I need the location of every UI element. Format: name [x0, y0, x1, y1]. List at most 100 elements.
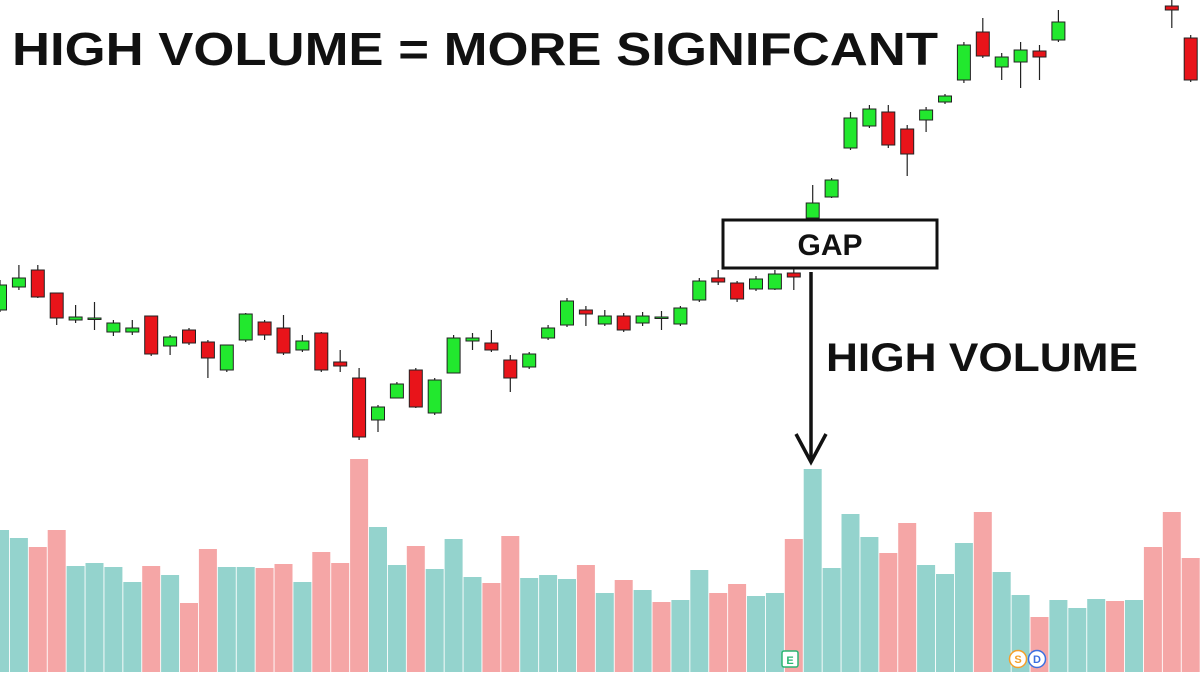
- volume-bar: [387, 565, 406, 672]
- volume-bar: [558, 579, 576, 672]
- volume-bar: [1087, 599, 1106, 672]
- candle-body: [295, 340, 310, 351]
- candle-body: [1164, 5, 1179, 11]
- volume-bar: [841, 514, 860, 672]
- volume-bar: [161, 575, 180, 672]
- volume-bar: [9, 538, 28, 672]
- candle-body: [408, 369, 423, 408]
- candle-body: [673, 307, 688, 325]
- volume-bar: [425, 569, 444, 672]
- event-marker: [1027, 649, 1047, 669]
- event-marker: [1008, 649, 1028, 669]
- event-label: E: [786, 655, 793, 667]
- candle-body: [219, 344, 234, 371]
- candle-body: [125, 327, 140, 333]
- volume-bar: [614, 580, 633, 672]
- candle-body: [484, 342, 499, 351]
- candle-body: [975, 31, 990, 57]
- volume-bar: [123, 582, 142, 672]
- volume-bar: [936, 574, 954, 672]
- volume-bar: [728, 584, 747, 672]
- volume-bar: [0, 530, 9, 672]
- candle-body: [597, 315, 612, 325]
- volume-bar: [709, 593, 728, 672]
- volume-label: HIGH VOLUME: [826, 336, 1138, 380]
- candle-body: [938, 95, 952, 103]
- candle-body: [541, 327, 556, 339]
- volume-bar: [633, 590, 652, 672]
- volume-bar: [898, 523, 917, 672]
- gap-box: [721, 218, 939, 270]
- volume-bar: [47, 530, 66, 672]
- volume-bar: [482, 583, 501, 672]
- volume-bar: [236, 567, 255, 672]
- volume-bar: [973, 512, 992, 672]
- candle-body: [1013, 49, 1028, 63]
- candle-body: [276, 327, 291, 354]
- candle-body: [824, 179, 839, 198]
- candle-body: [371, 406, 385, 421]
- candle-body: [352, 377, 367, 438]
- event-marker: [781, 650, 799, 668]
- volume-bar: [66, 566, 85, 672]
- volume-bar: [463, 577, 482, 672]
- volume-bar: [312, 552, 331, 672]
- candle-body: [560, 300, 574, 326]
- candle-body: [881, 111, 896, 146]
- candle-body: [956, 44, 971, 81]
- volume-bar: [1162, 512, 1181, 672]
- volume-bar: [765, 593, 784, 672]
- volume-bar: [1181, 558, 1200, 672]
- candle-body: [843, 117, 858, 149]
- volume-bar: [28, 547, 47, 672]
- volume-bar: [501, 536, 520, 672]
- volume-bar: [444, 539, 463, 672]
- volume-bar: [690, 570, 709, 672]
- candle-body: [238, 313, 253, 341]
- volume-bar: [198, 549, 217, 672]
- volume-bar: [992, 572, 1011, 672]
- candle-body: [1051, 21, 1066, 41]
- volume-bar: [104, 567, 123, 672]
- candle-body: [654, 316, 669, 319]
- candle-body: [106, 322, 121, 333]
- volume-bar: [293, 582, 312, 672]
- candle-body: [767, 273, 782, 290]
- candle-body: [749, 278, 763, 290]
- candle-body: [68, 316, 83, 321]
- event-label: D: [1033, 654, 1041, 666]
- candle-body: [635, 315, 650, 324]
- volume-bar: [1125, 600, 1143, 672]
- candle-body: [0, 284, 7, 311]
- volume-bar: [917, 565, 936, 672]
- event-label: S: [1014, 654, 1021, 666]
- candle-body: [805, 202, 820, 219]
- volume-bar: [822, 568, 841, 672]
- gap-label: GAP: [797, 229, 862, 262]
- volume-bar: [879, 553, 898, 672]
- candle-body: [333, 361, 348, 367]
- candle-body: [87, 317, 102, 320]
- volume-bar: [747, 596, 765, 672]
- candle-body: [257, 321, 272, 336]
- volume-bar: [350, 459, 369, 672]
- volume-bar: [255, 568, 274, 672]
- volume-bar: [85, 563, 104, 672]
- volume-bar: [1106, 601, 1125, 672]
- candle-body: [49, 292, 64, 319]
- volume-layer: [0, 459, 1200, 672]
- candle-body: [503, 359, 518, 379]
- candle-layer: [0, 0, 1198, 440]
- candle-body: [163, 336, 178, 347]
- volume-bar: [520, 578, 539, 672]
- candle-body: [144, 315, 159, 355]
- volume-bar: [1143, 547, 1162, 672]
- candle-body: [616, 315, 631, 331]
- candle-body: [389, 383, 404, 399]
- candle-body: [182, 329, 196, 344]
- candle-body: [1032, 50, 1047, 58]
- candle-body: [465, 337, 480, 342]
- candle-body: [862, 108, 877, 127]
- candle-body: [11, 277, 26, 288]
- candle-body: [522, 353, 537, 368]
